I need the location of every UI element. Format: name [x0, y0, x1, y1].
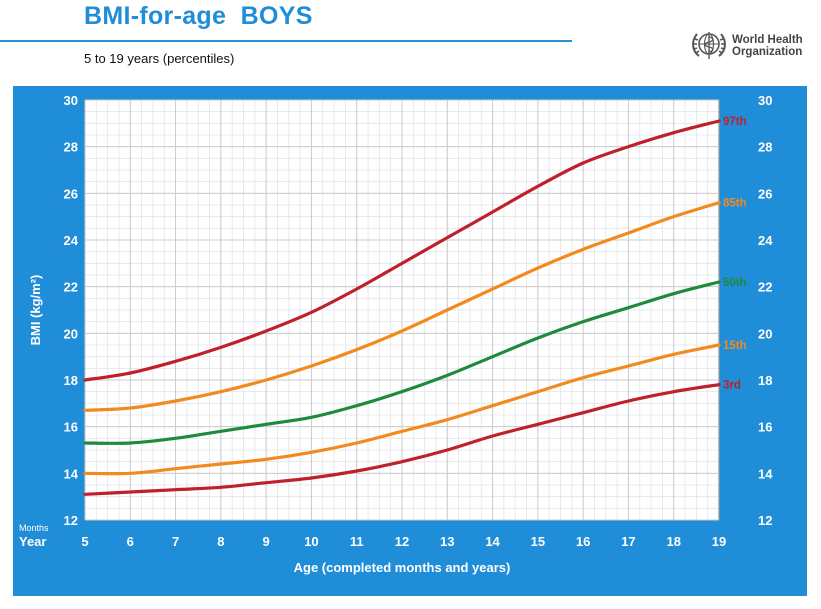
percentile-label-3rd: 3rd: [723, 380, 741, 392]
y-tick-right: 18: [758, 373, 772, 388]
x-tick: 19: [712, 534, 726, 549]
axis-ticks: 12 12 14 14 16 16 18 18 20 20 22 22 24 24 26 26 28 28 30 30…: [64, 93, 774, 549]
x-tick: 17: [621, 534, 635, 549]
who-logo: World Health Organization: [690, 29, 803, 63]
y-tick-left: 26: [64, 186, 78, 201]
y-tick-right: 16: [758, 420, 772, 435]
chart-subtitle: 5 to 19 years (percentiles): [84, 51, 235, 66]
y-tick-left: 20: [64, 326, 78, 341]
y-tick-right: 26: [758, 186, 772, 201]
y-tick-left: 12: [64, 513, 78, 528]
y-tick-right: 22: [758, 280, 772, 295]
y-tick-right: 24: [758, 233, 773, 248]
y-tick-right: 30: [758, 93, 772, 108]
x-tick: 6: [127, 534, 134, 549]
who-name-line2: Organization: [732, 46, 803, 58]
y-axis-label: BMI (kg/m²): [28, 275, 43, 346]
percentile-label-97th: 97th: [723, 116, 747, 128]
y-tick-left: 22: [64, 280, 78, 295]
months-label: Months: [19, 523, 49, 533]
x-tick: 7: [172, 534, 179, 549]
y-tick-right: 28: [758, 140, 772, 155]
y-tick-left: 24: [64, 233, 79, 248]
percentile-curve-85th: [83, 201, 721, 412]
y-tick-right: 20: [758, 326, 772, 341]
y-tick-left: 14: [64, 466, 79, 481]
x-tick: 18: [666, 534, 680, 549]
x-tick: 8: [217, 534, 224, 549]
percentile-curves: 97th 85th 50th 15th 3rd: [83, 116, 747, 496]
y-tick-left: 18: [64, 373, 78, 388]
x-tick: 14: [485, 534, 500, 549]
y-tick-left: 16: [64, 420, 78, 435]
x-axis-label: Age (completed months and years): [294, 560, 511, 575]
x-tick: 5: [81, 534, 88, 549]
x-tick: 13: [440, 534, 454, 549]
x-tick: 11: [350, 534, 364, 549]
x-tick: 15: [531, 534, 545, 549]
x-tick: 12: [395, 534, 409, 549]
who-name-line1: World Health: [732, 34, 803, 46]
percentile-curve-3rd: [83, 383, 721, 496]
percentile-curve-97th: [83, 119, 721, 382]
percentile-label-15th: 15th: [723, 340, 747, 352]
percentile-label-85th: 85th: [723, 198, 747, 210]
who-emblem-icon: [692, 32, 726, 59]
x-tick: 10: [304, 534, 318, 549]
y-tick-left: 28: [64, 140, 78, 155]
y-tick-left: 30: [64, 93, 78, 108]
y-tick-right: 14: [758, 466, 773, 481]
chart-title: BMI-for-age BOYS: [84, 2, 313, 30]
x-tick: 9: [263, 534, 270, 549]
percentile-label-50th: 50th: [723, 277, 747, 289]
x-tick: 16: [576, 534, 590, 549]
who-name: World Health Organization: [732, 34, 803, 58]
percentile-curve-15th: [83, 343, 721, 476]
title-divider: [0, 40, 572, 42]
percentile-curve-50th: [83, 280, 721, 445]
year-label: Year: [19, 534, 46, 549]
y-tick-right: 12: [758, 513, 772, 528]
